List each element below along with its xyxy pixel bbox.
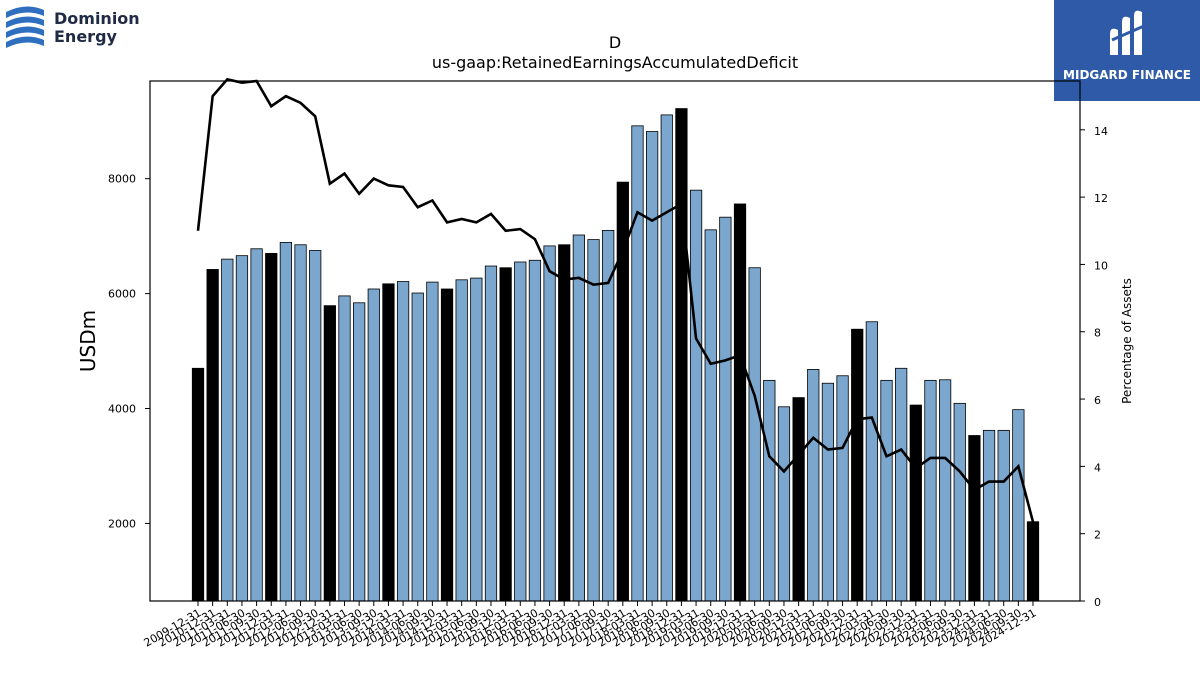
bar-2018-12-31 — [675, 108, 688, 602]
plot-frame — [149, 80, 1081, 602]
y-tick-label: 4000 — [108, 403, 136, 416]
bar-2011-03-31 — [221, 258, 234, 602]
midgard-finance-text: MIDGARD FINANCE — [1063, 68, 1191, 82]
bar-2013-09-30 — [367, 288, 380, 602]
bar-2019-12-31 — [733, 203, 747, 602]
y2-tick-label: 10 — [1094, 259, 1108, 272]
bar-2021-12-31 — [851, 328, 864, 602]
bar-2023-12-31 — [968, 435, 981, 602]
midgard-finance-logo: MIDGARD FINANCE — [1054, 0, 1200, 101]
bar-2019-06-30 — [704, 229, 717, 602]
y2-tick-label: 6 — [1094, 394, 1101, 407]
bar-2013-03-31 — [338, 295, 351, 602]
y2-tick-label: 14 — [1094, 125, 1108, 138]
y2-tick-label: 0 — [1094, 596, 1101, 609]
bar-2021-03-31 — [807, 369, 820, 602]
bar-2024-03-31 — [982, 429, 996, 602]
y2-axis-label: Percentage of Assets — [1120, 278, 1134, 404]
y-tick-label: 2000 — [108, 517, 136, 530]
bar-2013-12-31 — [382, 283, 395, 602]
bar-2024-09-30 — [1012, 409, 1025, 602]
y2-tick-label: 2 — [1094, 529, 1101, 542]
bar-2013-06-30 — [353, 302, 366, 602]
bar-2015-12-31 — [499, 267, 512, 602]
dominion-energy-logo: Dominion Energy — [4, 4, 154, 54]
bar-2016-09-30 — [543, 245, 556, 602]
y-tick-label: 6000 — [108, 288, 136, 301]
bar-2011-06-30 — [235, 255, 249, 602]
bar-2012-09-30 — [309, 250, 322, 602]
bar-2014-09-30 — [426, 281, 439, 602]
chart-subtitle: us-gaap:RetainedEarningsAccumulatedDefic… — [432, 53, 798, 72]
bar-2016-03-31 — [514, 261, 527, 602]
bar-2018-06-30 — [646, 131, 659, 602]
bar-2017-03-31 — [572, 234, 585, 602]
percentage-line — [196, 77, 1035, 523]
bar-2019-03-31 — [689, 189, 703, 602]
bar-2015-09-30 — [484, 265, 498, 602]
bar-2023-09-30 — [953, 402, 966, 602]
bar-2020-12-31 — [792, 397, 805, 602]
bar-2015-03-31 — [455, 279, 468, 602]
bar-2017-09-30 — [602, 229, 615, 602]
bar-2018-03-31 — [631, 125, 644, 602]
bar-2019-09-30 — [719, 216, 732, 602]
bar-2023-03-31 — [924, 379, 937, 602]
dominion-energy-text: Dominion Energy — [54, 9, 140, 46]
y-tick-label: 8000 — [108, 173, 136, 186]
bar-2020-06-30 — [763, 379, 776, 602]
y2-tick-label: 12 — [1094, 192, 1108, 205]
dominion-swoosh-icon — [6, 6, 44, 48]
bar-2017-12-31 — [616, 181, 629, 602]
bar-2017-06-30 — [587, 239, 600, 602]
bar-2024-06-30 — [997, 429, 1010, 602]
bar-2016-06-30 — [528, 259, 542, 602]
y2-tick-label: 4 — [1094, 461, 1101, 474]
y2-tick-label: 8 — [1094, 327, 1101, 340]
bar-2022-09-30 — [895, 367, 908, 602]
bar-2021-09-30 — [836, 375, 849, 602]
bar-2012-12-31 — [323, 305, 336, 602]
bar-2012-06-30 — [294, 244, 307, 602]
bar-2018-09-30 — [660, 114, 673, 602]
bar-2009-12-31 — [191, 367, 205, 602]
bar-2022-06-30 — [880, 379, 893, 602]
bar-2014-06-30 — [411, 292, 424, 602]
y-axis-label: USDm — [76, 310, 100, 372]
midgard-emblem-icon — [1110, 10, 1145, 56]
bar-2014-12-31 — [440, 288, 454, 602]
bar-2011-09-30 — [250, 248, 263, 602]
bar-2012-03-31 — [279, 242, 293, 602]
bar-2022-12-31 — [909, 404, 922, 602]
bar-2020-03-31 — [748, 267, 761, 602]
bar-2016-12-31 — [558, 244, 571, 602]
bar-2022-03-31 — [865, 321, 878, 602]
chart-title: D — [609, 33, 621, 52]
bar-2021-06-30 — [821, 382, 835, 602]
bar-2010-12-31 — [206, 269, 219, 602]
bar-2023-06-30 — [938, 379, 952, 602]
bar-2011-12-31 — [265, 252, 278, 602]
bar-2015-06-30 — [470, 277, 483, 602]
bar-2024-12-31 — [1026, 521, 1040, 602]
bar-2020-09-30 — [777, 406, 791, 602]
bar-2014-03-31 — [396, 281, 410, 602]
